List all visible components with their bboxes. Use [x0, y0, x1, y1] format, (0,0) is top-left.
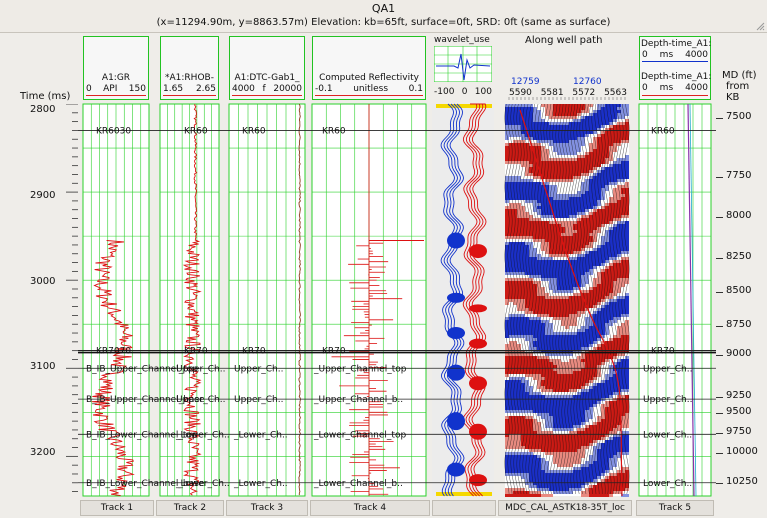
- dtc-curve: [298, 103, 301, 496]
- md-tick: 10250: [726, 476, 758, 487]
- time-axis: Time (ms) 2800 2900 3000 3100 3200: [0, 36, 76, 500]
- time-axis-ticks: [66, 104, 78, 492]
- md-tick: 8500: [726, 285, 752, 296]
- track-1-curve-name: A1:GR: [101, 73, 131, 83]
- horizon-label: Upper_Ch..: [234, 364, 283, 374]
- track-grid: [639, 104, 711, 496]
- track-5-curve-name-2: Depth-time_A1:: [641, 72, 712, 82]
- horizon-label: KR60: [322, 126, 346, 136]
- seismic-title: Along well path: [525, 35, 603, 46]
- track-1-footer[interactable]: Track 1: [80, 500, 154, 516]
- horizon-label: Upper_Ch..: [176, 364, 225, 374]
- horizon-label: _Upper_Channel_top: [313, 364, 407, 374]
- horizon-label: Lower_Ch..: [643, 479, 692, 489]
- wavelet-header[interactable]: wavelet_use -100 0 100: [432, 34, 494, 100]
- md-tick: 7750: [726, 170, 752, 181]
- track-3-footer[interactable]: Track 3: [226, 500, 308, 516]
- track-4-footer[interactable]: Track 4: [310, 500, 430, 516]
- track-2-curve-name: *A1:RHOB-: [165, 73, 214, 83]
- track-5-curve-name-1: Depth-time_A1:: [641, 39, 712, 49]
- track-4-scale: -0.1 unitless 0.1: [315, 84, 423, 94]
- track-2-scale: 1.65 2.65: [163, 84, 216, 94]
- horizon-label: Upper_Ch..: [234, 395, 283, 405]
- seismic-trace-labels: 5590 5581 5572 5563: [509, 88, 627, 98]
- seismic-cdp-2: 12760: [573, 77, 602, 87]
- horizon-label: _Lower_Ch..: [233, 479, 288, 489]
- window-header: QA1 (x=11294.90m, y=8863.57m) Elevation:…: [0, 0, 767, 33]
- md-tick: 7500: [726, 111, 752, 122]
- horizon-label: B_IB_Lower_Channel_base: [86, 479, 205, 489]
- horizon-label: B_IB_Upper_Channel_top: [86, 364, 198, 374]
- md-tick: 10000: [726, 446, 758, 457]
- horizon-label: KR70: [322, 347, 346, 357]
- track-1-scale: 0 API 150: [86, 84, 146, 94]
- track-2-footer[interactable]: Track 2: [156, 500, 224, 516]
- md-tick: 8250: [726, 251, 752, 262]
- md-tick: 8750: [726, 319, 752, 330]
- wavelet-footer[interactable]: [432, 500, 496, 516]
- time-tick: 2800: [30, 104, 56, 115]
- synthetic-wiggles: [440, 103, 487, 497]
- md-tick: 9250: [726, 390, 752, 401]
- time-tick: 3200: [30, 447, 56, 458]
- wavelet-plot: [434, 46, 492, 82]
- md-axis-label: MD (ft) from KB: [722, 70, 757, 103]
- horizon-label: KR70: [184, 347, 208, 357]
- horizon-label: KR7070: [96, 347, 131, 357]
- horizon-label: KR60: [184, 126, 208, 136]
- horizon-label: KR70: [651, 347, 675, 357]
- horizon-label: _Lower_Ch..: [175, 479, 230, 489]
- track-5-scale-2: 0 ms 4000: [642, 83, 708, 93]
- horizon-label: KR6030: [96, 126, 131, 136]
- md-tick: 9750: [726, 426, 752, 437]
- track-1-header[interactable]: A1:GR 0 API 150: [83, 36, 149, 100]
- horizon-label: Upper_Ch..: [643, 395, 692, 405]
- window-title: QA1: [371, 2, 396, 15]
- well-path-line: [519, 109, 623, 497]
- horizon-label: _Lower_Ch..: [175, 430, 230, 440]
- horizon-label: B_IB_Lower_Channel_top: [86, 430, 198, 440]
- horizon-label: Upper_Ch..: [643, 364, 692, 374]
- time-axis-label: Time (ms): [20, 91, 71, 102]
- track-5-footer[interactable]: Track 5: [636, 500, 714, 516]
- md-tick: 9000: [726, 348, 752, 359]
- seismic-header[interactable]: Along well path 12759 12760 5590 5581 5572…: [505, 34, 629, 100]
- horizon-label: Upper_Ch..: [176, 395, 225, 405]
- md-tick: 9500: [726, 406, 752, 417]
- horizon-label: B_IB_Upper_Channel_base: [86, 395, 205, 405]
- md-tick: 8000: [726, 210, 752, 221]
- track-5-scale-1: 0 ms 4000: [642, 50, 708, 60]
- horizon-label: KR60: [651, 126, 675, 136]
- window-subtitle: (x=11294.90m, y=8863.57m) Elevation: kb=…: [156, 17, 611, 28]
- md-axis: 7500 7750 8000 8250 8500 8750 9000 9250 9500 9750…: [716, 104, 767, 496]
- horizon-label: KR70: [242, 347, 266, 357]
- time-tick: 2900: [30, 190, 56, 201]
- seismic-footer[interactable]: MDC_CAL_ASTK18-35T_loc: [498, 500, 632, 516]
- horizon-label: _Upper_Channel_b..: [313, 395, 403, 405]
- track-2-header[interactable]: *A1:RHOB- 1.65 2.65: [160, 36, 219, 100]
- time-tick: 3000: [30, 276, 56, 287]
- horizon-label: _Lower_Channel_b..: [313, 479, 403, 489]
- track-3-scale: 4000 f 20000: [232, 84, 302, 94]
- wavelet-title: wavelet_use: [434, 35, 490, 45]
- horizon-label: _Lower_Channel_top: [313, 430, 406, 440]
- track-4-curve-name: Computed Reflectivity: [319, 73, 419, 83]
- track-4-header[interactable]: Computed Reflectivity -0.1 unitless 0.1: [312, 36, 426, 100]
- seismic-cdp-1: 12759: [511, 77, 540, 87]
- depth-time-curve: [687, 103, 695, 497]
- horizon-label: Lower_Ch..: [643, 430, 692, 440]
- resize-grip-icon[interactable]: [755, 21, 765, 31]
- horizon-label: KR60: [242, 126, 266, 136]
- horizon-label: _Lower_Ch..: [233, 430, 288, 440]
- wavelet-scale: -100 0 100: [434, 87, 492, 97]
- rhob-curve: [182, 103, 202, 496]
- track-3-header[interactable]: A1:DTC-Gab1_ 4000 f 20000: [229, 36, 305, 100]
- time-tick: 3100: [30, 361, 56, 372]
- track-3-curve-name: A1:DTC-Gab1_: [234, 73, 300, 83]
